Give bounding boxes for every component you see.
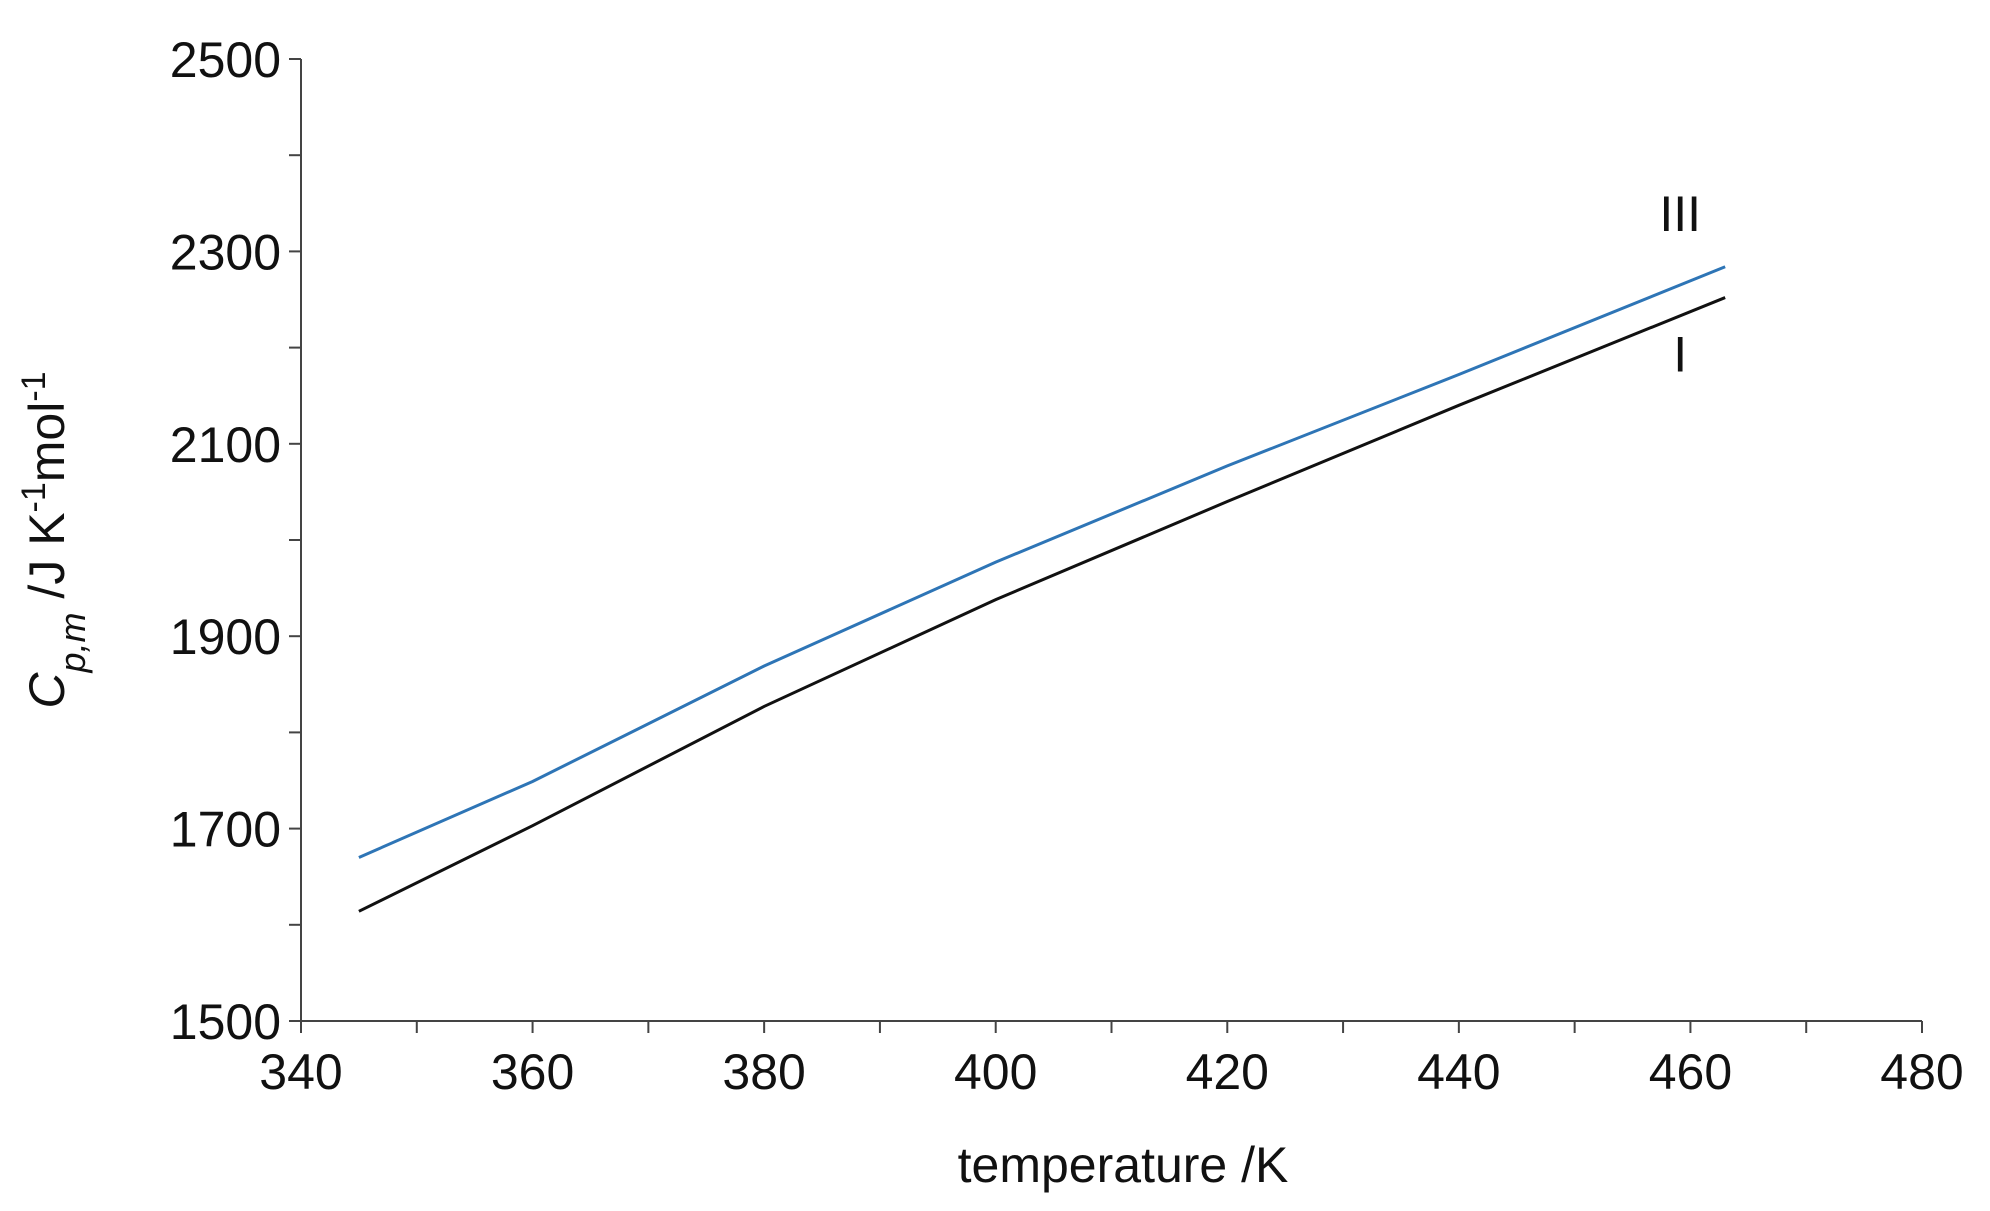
x-axis-label: temperature /K xyxy=(958,1137,1289,1193)
series-line xyxy=(358,296,1726,913)
x-tick-label: 360 xyxy=(491,1044,574,1100)
y-tick-label: 2100 xyxy=(170,417,281,473)
series-line xyxy=(358,265,1726,859)
x-tick-label: 340 xyxy=(259,1044,342,1100)
series-label: III xyxy=(1659,186,1701,242)
x-tick-label: 380 xyxy=(722,1044,805,1100)
y-axis-label: Cp,m /J K-1mol-1 xyxy=(15,371,93,708)
series-label: I xyxy=(1673,327,1687,383)
y-axis-label-part: mol xyxy=(19,402,75,483)
x-tick-label: 440 xyxy=(1417,1044,1500,1100)
y-tick-label: 1500 xyxy=(170,994,281,1050)
y-axis-label-part: /J K xyxy=(19,512,75,612)
y-tick-label: 1700 xyxy=(170,802,281,858)
y-tick-label: 2300 xyxy=(170,224,281,280)
x-tick-label: 480 xyxy=(1880,1044,1963,1100)
x-tick-label: 400 xyxy=(954,1044,1037,1100)
x-tick-label: 420 xyxy=(1186,1044,1269,1100)
y-axis-label-part: C xyxy=(19,672,75,709)
y-tick-label: 2500 xyxy=(170,32,281,88)
y-axis-label-part: p,m xyxy=(52,612,93,673)
y-tick-label: 1900 xyxy=(170,609,281,665)
x-tick-label: 460 xyxy=(1649,1044,1732,1100)
y-axis-label-part: -1 xyxy=(15,482,53,512)
y-axis-label-part: -1 xyxy=(15,371,53,401)
